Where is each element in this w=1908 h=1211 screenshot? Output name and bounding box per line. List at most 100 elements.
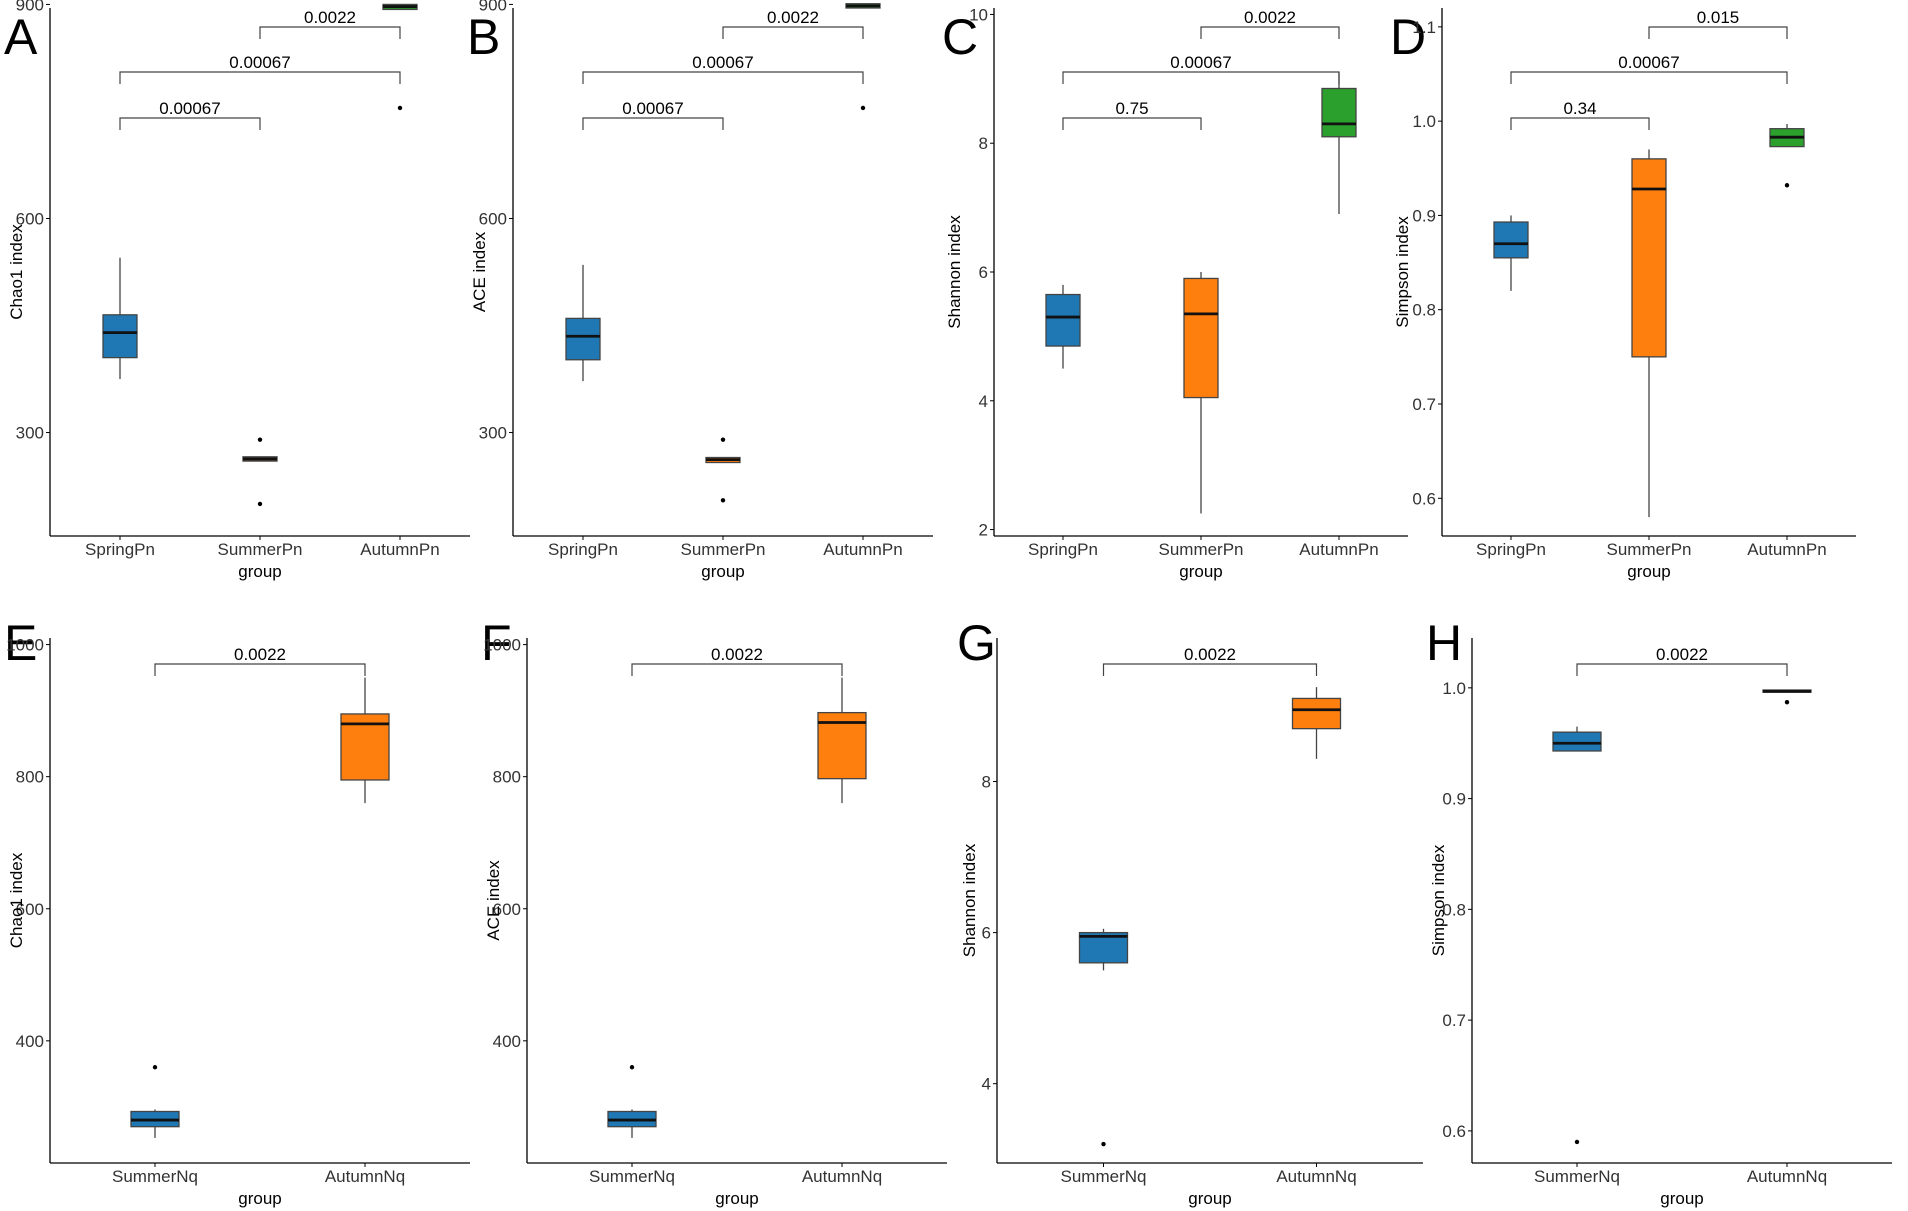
x-tick-label: SpringPn: [1476, 540, 1546, 559]
panel-h: H 0.6 0.7 0.8 0.9 1.0 Simpson index SummerNq Au…: [1422, 606, 1899, 1211]
significance-bracket: [1102, 663, 1318, 676]
box: [1045, 293, 1081, 347]
x-tick-label: AutumnNq: [802, 1167, 882, 1186]
x-tick-label: AutumnPn: [1299, 540, 1378, 559]
y-tick-label: 0.7: [1412, 395, 1436, 414]
x-tick-label: SummerNq: [1061, 1167, 1147, 1186]
x-tick-label: SpringPn: [548, 540, 618, 559]
y-tick-label: 300: [16, 424, 44, 443]
y-tick-label: 4: [982, 1075, 991, 1094]
panel-g: G 4 6 8 Shannon index SummerNq AutumnNq group 0…: [953, 606, 1430, 1211]
x-tick-label: AutumnPn: [823, 540, 902, 559]
p-value-label: 0.0022: [234, 645, 286, 664]
x-tick-label: SummerNq: [1534, 1167, 1620, 1186]
p-value-label: 0.015: [1697, 8, 1740, 27]
y-tick-label: 0.6: [1412, 489, 1436, 508]
x-tick-label: SpringPn: [85, 540, 155, 559]
boxplot-chart: 400 600 800 1000 ACE index SummerNq AutumnNq gr…: [483, 636, 947, 1208]
y-tick-label: 800: [16, 768, 44, 787]
y-tick-label: 900: [479, 0, 507, 14]
p-value-label: 0.0022: [767, 8, 819, 27]
box: [102, 314, 138, 359]
panel-a: A 300 600 900 Chao1 index SpringPn SummerPn Au…: [0, 0, 477, 605]
significance-bracket: [631, 663, 843, 676]
boxplot-chart: 400 600 800 1000 Chao1 index SummerNq AutumnNq…: [6, 636, 470, 1208]
y-tick-label: 0.8: [1442, 900, 1466, 919]
y-tick-label: 10: [969, 5, 988, 24]
box: [565, 317, 601, 361]
outlier-point: [152, 1065, 158, 1070]
outlier-point: [629, 1065, 635, 1070]
significance-bracket: [582, 117, 724, 130]
panel-letter: D: [1390, 9, 1427, 65]
x-axis-label: group: [1660, 1189, 1703, 1208]
x-tick-label: AutumnNq: [325, 1167, 405, 1186]
p-value-label: 0.0022: [711, 645, 763, 664]
p-value-label: 0.0022: [1656, 645, 1708, 664]
x-tick-label: AutumnNq: [1747, 1167, 1827, 1186]
x-axis-label: group: [715, 1189, 758, 1208]
panel-c: C 2 4 6 8 10 Shannon index SpringPn SummerPn Aut…: [938, 0, 1415, 605]
x-tick-label: AutumnNq: [1276, 1167, 1356, 1186]
y-tick-label: 1.1: [1412, 18, 1436, 37]
p-value-label: 0.00067: [229, 53, 290, 72]
x-tick-label: AutumnPn: [360, 540, 439, 559]
significance-bracket: [1648, 26, 1788, 39]
panel-letter: H: [1426, 615, 1463, 671]
significance-bracket: [119, 71, 401, 84]
significance-bracket: [722, 26, 864, 39]
p-value-label: 0.0022: [304, 8, 356, 27]
y-axis-label: Simpson index: [1393, 216, 1412, 328]
y-tick-label: 0.7: [1442, 1011, 1466, 1030]
boxplot-chart: 2 4 6 8 10 Shannon index SpringPn SummerPn Autum…: [945, 5, 1408, 581]
p-value-label: 0.0022: [1244, 8, 1296, 27]
y-tick-label: 1.0: [1442, 679, 1466, 698]
outlier-point: [257, 501, 263, 507]
y-tick-label: 0.8: [1412, 301, 1436, 320]
x-tick-label: SummerNq: [112, 1167, 198, 1186]
boxplot-chart: 0.6 0.7 0.8 0.9 1.0 1.1 Simpson index SpringPn S…: [1393, 8, 1856, 581]
x-tick-label: SpringPn: [1028, 540, 1098, 559]
outlier-point: [1101, 1141, 1106, 1147]
x-axis-label: group: [1627, 562, 1670, 581]
outlier-point: [1574, 1139, 1580, 1145]
x-axis-label: group: [238, 562, 281, 581]
y-tick-label: 300: [479, 424, 507, 443]
box: [1291, 697, 1342, 730]
y-tick-label: 1.0: [1412, 112, 1436, 131]
box: [1631, 158, 1667, 358]
outlier-point: [720, 498, 726, 503]
y-tick-label: 1000: [6, 636, 44, 655]
boxplot-chart: 300 600 900 ACE index SpringPn SummerPn Autumn…: [470, 0, 933, 581]
y-tick-label: 800: [493, 768, 521, 787]
significance-bracket: [1510, 71, 1788, 84]
x-tick-label: SummerNq: [589, 1167, 675, 1186]
y-tick-label: 8: [982, 773, 991, 792]
x-axis-label: group: [1188, 1189, 1231, 1208]
box: [1321, 87, 1357, 138]
p-value-label: 0.0022: [1184, 645, 1236, 664]
y-tick-label: 6: [982, 924, 991, 943]
y-tick-label: 2: [979, 521, 988, 540]
y-tick-label: 600: [16, 900, 44, 919]
x-tick-label: SummerPn: [680, 540, 765, 559]
p-value-label: 0.00067: [622, 99, 683, 118]
y-axis-label: ACE index: [484, 860, 503, 941]
panel-d: D 0.6 0.7 0.8 0.9 1.0 1.1 Simpson index SpringP…: [1386, 0, 1863, 605]
outlier-point: [1784, 183, 1790, 188]
x-tick-label: SummerPn: [217, 540, 302, 559]
significance-bracket: [582, 71, 864, 84]
y-tick-label: 0.9: [1442, 790, 1466, 809]
y-tick-label: 4: [979, 392, 988, 411]
y-tick-label: 600: [16, 209, 44, 228]
p-value-label: 0.00067: [1618, 53, 1679, 72]
p-value-label: 0.00067: [1170, 53, 1231, 72]
p-value-label: 0.34: [1563, 99, 1596, 118]
significance-bracket: [119, 117, 261, 130]
boxplot-chart: 4 6 8 Shannon index SummerNq AutumnNq group 0.0…: [960, 638, 1423, 1208]
p-value-label: 0.00067: [692, 53, 753, 72]
y-axis-label: Simpson index: [1429, 844, 1448, 956]
outlier-point: [720, 437, 726, 442]
outlier-point: [860, 105, 866, 111]
panel-letter: F: [481, 615, 512, 671]
